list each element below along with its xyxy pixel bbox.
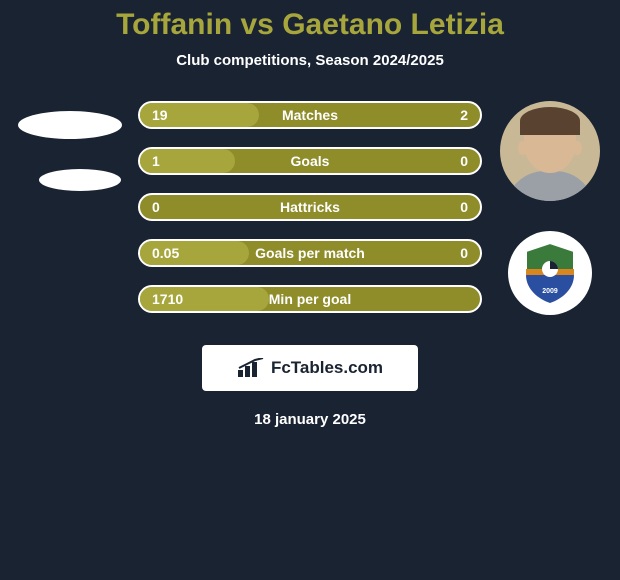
comparison-card: Toffanin vs Gaetano Letizia Club competi… [0,0,620,428]
stat-right-value: 0 [400,245,480,261]
stat-left-value: 1710 [140,291,220,307]
stat-bar: 1710Min per goal [138,285,482,313]
subtitle: Club competitions, Season 2024/2025 [0,52,620,69]
stat-label: Goals [220,153,400,169]
main-row: 19Matches21Goals00Hattricks00.05Goals pe… [0,101,620,315]
player-left-column [10,101,130,191]
chart-icon [237,358,265,378]
stat-bar: 19Matches2 [138,101,482,129]
svg-text:2009: 2009 [542,288,558,295]
brand-badge: FcTables.com [202,345,418,391]
stat-left-value: 0.05 [140,245,220,261]
shield-icon: 2009 [522,241,578,305]
date-text: 18 january 2025 [0,411,620,428]
stat-left-value: 1 [140,153,220,169]
brand-text: FcTables.com [271,358,383,378]
player-left-avatar-placeholder [18,111,122,139]
stat-label: Matches [220,107,400,123]
stat-bar: 0Hattricks0 [138,193,482,221]
stat-left-value: 0 [140,199,220,215]
stat-label: Min per goal [220,291,400,307]
stat-right-value: 0 [400,199,480,215]
stat-bar: 1Goals0 [138,147,482,175]
stat-bar: 0.05Goals per match0 [138,239,482,267]
stat-label: Goals per match [220,245,400,261]
stats-list: 19Matches21Goals00Hattricks00.05Goals pe… [130,101,490,313]
stat-left-value: 19 [140,107,220,123]
player-right-column: 2009 [490,101,610,315]
stat-right-value: 0 [400,153,480,169]
player-right-avatar [500,101,600,201]
stat-right-value: 2 [400,107,480,123]
player-left-club-placeholder [39,169,121,191]
stat-label: Hattricks [220,199,400,215]
player-right-club-badge: 2009 [508,231,592,315]
page-title: Toffanin vs Gaetano Letizia [0,8,620,42]
